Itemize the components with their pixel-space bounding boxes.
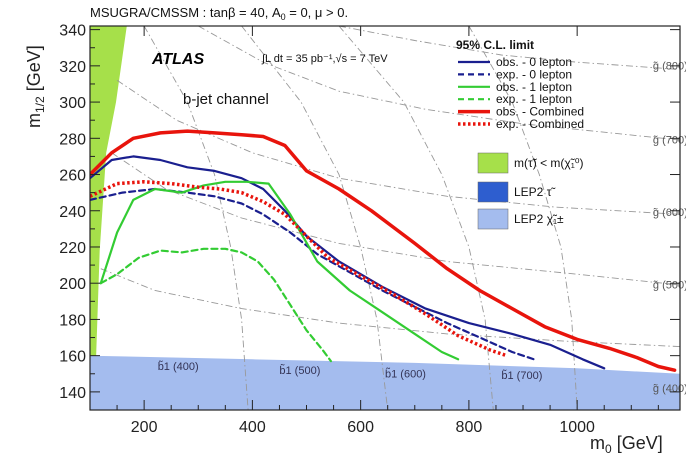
gluino-contour-label: g̃ (700) bbox=[653, 135, 686, 147]
legend-box-label: m(τ̃) < m(χ̃₁⁰) bbox=[514, 156, 584, 170]
legend-entry-label: obs. - 1 lepton bbox=[496, 80, 572, 94]
x-tick-label: 400 bbox=[239, 419, 266, 436]
y-tick-label: 340 bbox=[59, 23, 86, 40]
sbottom-contour-label: b̃1 (600) bbox=[385, 368, 426, 381]
sbottom-contour-3 bbox=[468, 26, 578, 410]
legend-box-label: LEP2 χ̃₁± bbox=[514, 212, 564, 226]
luminosity-label: ∫L dt = 35 pb⁻¹,√s = 7 TeV bbox=[261, 53, 388, 65]
x-tick-label: 1000 bbox=[559, 419, 595, 436]
sbottom-contour-2 bbox=[338, 26, 494, 410]
chart-header: MSUGRA/CMSSM : tanβ = 40, A0 = 0, μ > 0. bbox=[90, 5, 348, 22]
y-axis-title: m1/2 [GeV] bbox=[24, 45, 47, 128]
x-tick-label: 200 bbox=[131, 419, 158, 436]
y-tick-label: 160 bbox=[59, 349, 86, 366]
legend-box-label: LEP2 τ̃ bbox=[514, 185, 556, 199]
y-tick-label: 200 bbox=[59, 276, 86, 293]
region-2 bbox=[90, 355, 680, 410]
series-line-4 bbox=[90, 129, 677, 372]
sbottom-contour-label: b̃1 (700) bbox=[501, 369, 542, 382]
plot-area bbox=[90, 26, 680, 410]
gluino-contour-label: g̃ (600) bbox=[653, 207, 686, 219]
sbottom-contour-label: b̃1 (400) bbox=[158, 360, 199, 373]
x-axis-title: m0 [GeV] bbox=[590, 433, 663, 456]
sbottom-contour-0 bbox=[143, 26, 249, 410]
plot-frame bbox=[89, 25, 681, 411]
legend-box-swatch bbox=[477, 152, 509, 174]
gluino-contour-label: g̃ (400) bbox=[653, 383, 686, 395]
legend-entry-label: exp. - 0 lepton bbox=[496, 67, 572, 81]
gluino-contour-1 bbox=[198, 26, 680, 141]
series-line-2 bbox=[99, 180, 460, 361]
legend-title: 95% C.L. limit bbox=[456, 38, 534, 52]
gluino-contour-label: g̃ (500) bbox=[653, 280, 686, 292]
legend-entry-label: obs. - Combined bbox=[496, 105, 584, 119]
y-tick-label: 300 bbox=[59, 95, 86, 112]
region-0 bbox=[90, 26, 127, 410]
legend-entry-label: obs. - 0 lepton bbox=[496, 55, 572, 69]
gluino-contour-4 bbox=[100, 268, 680, 348]
legend-entry-label: exp. - Combined bbox=[496, 117, 584, 131]
y-tick-label: 240 bbox=[59, 204, 86, 221]
y-tick-label: 140 bbox=[59, 385, 86, 402]
legend-entry-label: exp. - 1 lepton bbox=[496, 92, 572, 106]
y-tick-label: 260 bbox=[59, 168, 86, 185]
sbottom-contour-label: b̃1 (500) bbox=[279, 364, 320, 377]
x-tick-label: 800 bbox=[456, 419, 483, 436]
channel-label: b-jet channel bbox=[183, 91, 269, 108]
gluino-contour-0 bbox=[338, 26, 680, 70]
legend-box-swatch bbox=[477, 181, 509, 203]
gluino-contour-label: g̃ (800) bbox=[653, 61, 686, 73]
y-tick-label: 280 bbox=[59, 131, 86, 148]
gluino-contour-3 bbox=[111, 152, 680, 286]
y-tick-label: 220 bbox=[59, 240, 86, 257]
y-tick-label: 320 bbox=[59, 59, 86, 76]
series-line-5 bbox=[90, 180, 508, 358]
legend-box-swatch bbox=[477, 208, 509, 230]
x-tick-label: 600 bbox=[347, 419, 374, 436]
y-tick-label: 180 bbox=[59, 312, 86, 329]
atlas-label: ATLAS bbox=[151, 51, 204, 68]
series-line-3 bbox=[99, 247, 332, 363]
